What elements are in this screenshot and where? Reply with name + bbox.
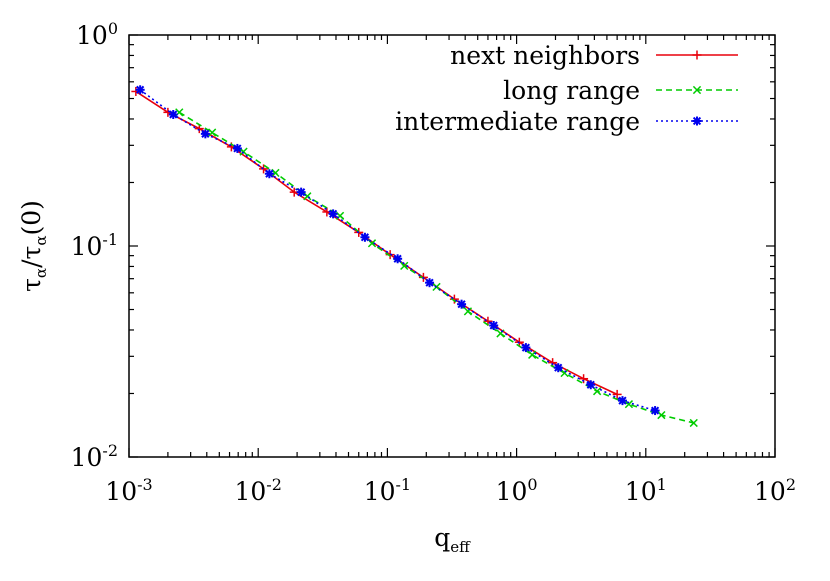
y-axis-label-tau1: τ [17, 278, 46, 292]
legend-label-next-neighbors: next neighbors [450, 41, 640, 70]
data-point-long-range [689, 418, 698, 428]
x-tick-label: 10-1 [364, 475, 411, 506]
data-point-long-range [335, 211, 345, 220]
data-point-intermediate-range [328, 209, 338, 219]
x-tick-label: 100 [496, 475, 538, 506]
data-point-intermediate-range [553, 363, 563, 373]
data-point-long-range [624, 400, 634, 409]
series-line-intermediate-range [139, 89, 656, 412]
x-tick-label: 101 [625, 475, 667, 506]
y-tick-label: 100 [76, 19, 118, 50]
y-axis-label-sub2: α [32, 236, 50, 246]
y-axis-label: τα/τα(0) [17, 200, 50, 292]
data-point-long-range [400, 261, 409, 271]
data-point-intermediate-range [393, 254, 403, 264]
legend-label-intermediate-range: intermediate range [395, 107, 640, 136]
data-point-long-range [657, 410, 666, 420]
data-point-intermediate-range [168, 109, 178, 119]
data-point-intermediate-range [200, 129, 210, 139]
data-point-long-range [271, 168, 280, 178]
data-point-intermediate-range [650, 406, 660, 416]
y-axis-label-tail: (0) [17, 200, 46, 235]
data-point-intermediate-range [457, 299, 467, 309]
x-tick-label: 102 [754, 475, 796, 506]
data-point-intermediate-range [296, 187, 306, 197]
y-axis-label-tau2: τ [17, 246, 46, 260]
legend-label-long-range: long range [503, 76, 640, 105]
data-point-next-neighbors [259, 164, 269, 174]
x-axis-label-main: q [434, 523, 450, 552]
series-intermediate-range [135, 85, 660, 416]
x-tick-label: 10-3 [105, 475, 152, 506]
series-long-range [175, 108, 698, 428]
x-axis-label-sub: eff [450, 538, 471, 556]
y-axis-label-sep: / [17, 259, 46, 268]
data-point-intermediate-range [264, 169, 274, 179]
x-axis-label: qeff [434, 523, 471, 556]
series-line-long-range [178, 111, 694, 424]
data-point-intermediate-range [232, 143, 242, 153]
data-point-next-neighbors [612, 389, 622, 399]
data-point-intermediate-range [135, 85, 145, 95]
y-axis-label-sub1: α [32, 268, 50, 278]
data-point-intermediate-range [425, 278, 435, 288]
legend-marker-next-neighbors [692, 50, 702, 60]
data-point-intermediate-range [586, 380, 596, 390]
legend-marker-long-range [692, 85, 702, 95]
legend-marker-intermediate-range [692, 116, 702, 126]
data-point-intermediate-range [489, 320, 499, 330]
plot-frame [128, 34, 776, 458]
y-tick-label: 10-1 [71, 230, 118, 261]
data-point-long-range [560, 368, 569, 378]
data-point-long-range [208, 128, 217, 137]
data-point-long-range [592, 387, 602, 396]
series-layer [131, 85, 698, 428]
data-point-intermediate-range [360, 232, 370, 242]
data-point-intermediate-range [617, 396, 627, 406]
data-point-intermediate-range [521, 343, 531, 353]
data-point-next-neighbors [194, 124, 204, 134]
x-tick-label: 10-2 [234, 475, 281, 506]
data-point-long-range [528, 350, 537, 359]
y-tick-label: 10-2 [71, 441, 118, 472]
data-point-long-range [463, 307, 473, 316]
